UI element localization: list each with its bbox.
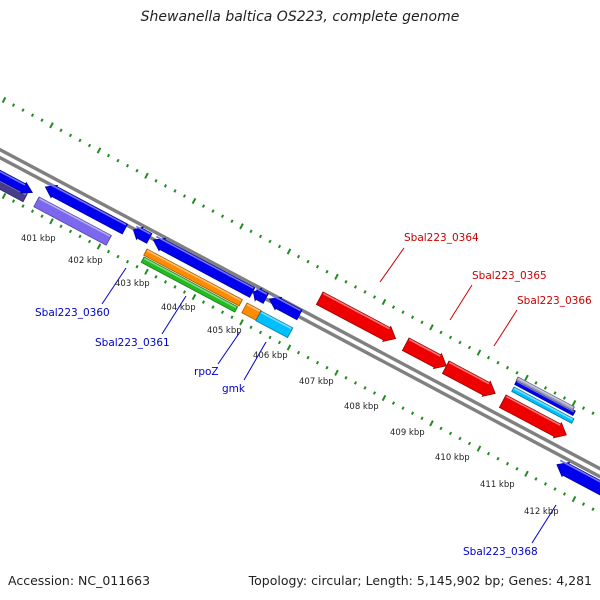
leader-line-sbal223-0368 — [531, 504, 557, 544]
scale-label-408-kbp: 408 kbp — [344, 402, 379, 412]
gene-arrow-red-0364 — [315, 291, 397, 342]
gene-arrow-cyan-0367 — [511, 386, 575, 424]
scale-label-410-kbp: 410 kbp — [435, 453, 470, 463]
leader-line-gmk — [243, 341, 267, 381]
gene-label-gmk: gmk — [222, 383, 246, 395]
gene-arrow-orange-0361 — [143, 248, 243, 307]
scale-label-402-kbp: 402 kbp — [68, 256, 103, 266]
gene-arrow-red-0365 — [401, 337, 447, 370]
leader-line-sbal223-0361 — [161, 295, 187, 335]
gene-features — [0, 169, 600, 496]
scale-label-405-kbp: 405 kbp — [207, 326, 242, 336]
tick-row-inner — [1, 192, 595, 511]
scale-labels: 401 kbp 402 kbp 403 kbp 404 kbp 405 kbp 406 k… — [21, 234, 559, 517]
scale-label-409-kbp: 409 kbp — [390, 428, 425, 438]
gene-label-sbal223-0360: Sbal223_0360 — [35, 307, 110, 319]
gene-label-sbal223-0365: Sbal223_0365 — [472, 270, 547, 282]
gene-label-rpoz: rpoZ — [194, 366, 219, 378]
genome-summary-text: Topology: circular; Length: 5,145,902 bp… — [248, 573, 592, 588]
scale-label-403-kbp: 403 kbp — [115, 279, 150, 289]
gene-arrow-blue-left — [0, 169, 33, 194]
gene-arrow-cyan-gmk — [255, 310, 294, 339]
gene-arrow-blue-gmk — [268, 294, 303, 321]
gene-label-sbal223-0364: Sbal223_0364 — [404, 232, 479, 244]
scale-label-412-kbp: 412 kbp — [524, 507, 559, 517]
gene-arrow-blue-0360 — [44, 182, 129, 235]
accession-text: Accession: NC_011663 — [8, 573, 151, 588]
gene-arrow-purple-0360 — [33, 196, 112, 246]
gene-arrow-blue-small — [132, 225, 153, 244]
gene-arrow-red-0366 — [441, 360, 496, 397]
tick-row-outer — [1, 96, 595, 415]
gene-arrow-green-0361 — [140, 256, 239, 313]
leader-line-rpoz — [217, 331, 241, 365]
leader-line-sbal223-0360 — [101, 267, 127, 305]
gene-arrow-blue-gmk-small — [252, 287, 269, 304]
gene-arrow-grey-0367 — [515, 376, 576, 412]
scale-label-406-kbp: 406 kbp — [253, 351, 288, 361]
scale-label-401-kbp: 401 kbp — [21, 234, 56, 244]
scale-label-411-kbp: 411 kbp — [480, 480, 515, 490]
gene-label-sbal223-0361: Sbal223_0361 — [95, 337, 170, 349]
tick-rows — [1, 96, 595, 511]
gene-label-sbal223-0366: Sbal223_0366 — [517, 295, 592, 307]
leader-line-sbal223-0366 — [493, 309, 518, 347]
scale-label-404-kbp: 404 kbp — [161, 303, 196, 313]
leader-line-sbal223-0365 — [449, 284, 473, 321]
gene-arrow-blue-0368 — [556, 459, 600, 496]
gene-arrow-blue-0361 — [152, 235, 256, 298]
map-title: Shewanella baltica OS223, complete genom… — [140, 9, 460, 25]
gene-arrow-red-0367 — [498, 394, 567, 439]
scale-label-407-kbp: 407 kbp — [299, 377, 334, 387]
leader-line-sbal223-0364 — [379, 247, 405, 283]
gene-label-sbal223-0368: Sbal223_0368 — [463, 546, 538, 558]
